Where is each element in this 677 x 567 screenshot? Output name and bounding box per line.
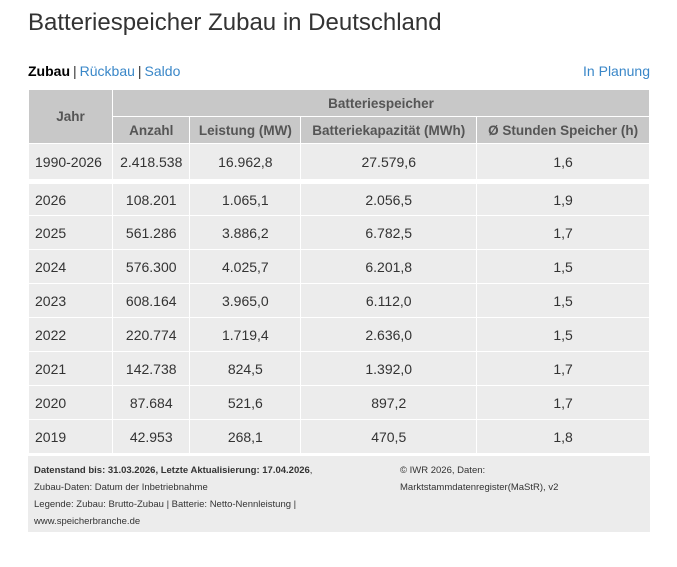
- cell-leistung: 521,6: [189, 385, 302, 420]
- tab-rueckbau[interactable]: Rückbau: [79, 63, 135, 79]
- cell-stunden: 1,9: [476, 181, 650, 216]
- planung-link[interactable]: In Planung: [583, 63, 650, 79]
- view-nav: Zubau | Rückbau | Saldo In Planung: [28, 62, 650, 80]
- table-row: 2022 220.774 1.719,4 2.636,0 1,5: [28, 317, 650, 352]
- cell-leistung: 4.025,7: [189, 249, 302, 284]
- cell-jahr: 1990-2026: [28, 143, 113, 184]
- cell-leistung: 3.886,2: [189, 215, 302, 250]
- cell-kapazitaet: 2.056,5: [300, 181, 478, 216]
- battery-storage-table: Jahr Batteriespeicher Anzahl Leistung (M…: [28, 89, 650, 454]
- header-row-columns: Anzahl Leistung (MW) Batteriekapazität (…: [29, 116, 650, 144]
- cell-anzahl: 108.201: [111, 181, 191, 216]
- table-row: 2021 142.738 824,5 1.392,0 1,7: [28, 351, 650, 386]
- table-row: 2026 108.201 1.065,1 2.056,5 1,9: [28, 181, 650, 216]
- cell-kapazitaet: 27.579,6: [300, 143, 478, 184]
- table-row: 2023 608.164 3.965,0 6.112,0 1,5: [28, 283, 650, 318]
- footer-notes: Datenstand bis: 31.03.2026, Letzte Aktua…: [34, 462, 312, 530]
- cell-stunden: 1,5: [476, 317, 650, 352]
- table-footer: Datenstand bis: 31.03.2026, Letzte Aktua…: [28, 456, 650, 532]
- cell-stunden: 1,7: [476, 385, 650, 420]
- cell-leistung: 268,1: [189, 419, 302, 454]
- column-header-leistung: Leistung (MW): [189, 116, 302, 144]
- cell-kapazitaet: 6.112,0: [300, 283, 478, 318]
- cell-leistung: 16.962,8: [189, 143, 302, 184]
- column-header-anzahl: Anzahl: [111, 116, 191, 144]
- nav-separator: |: [73, 63, 77, 79]
- cell-kapazitaet: 897,2: [300, 385, 478, 420]
- website-note: www.speicherbranche.de: [34, 516, 141, 527]
- zubau-data-note: Zubau-Daten: Datum der Inbetriebnahme: [34, 482, 208, 493]
- cell-stunden: 1,7: [476, 215, 650, 250]
- cell-jahr: 2024: [28, 249, 113, 284]
- data-status: Datenstand bis: 31.03.2026, Letzte Aktua…: [34, 465, 310, 476]
- cell-anzahl: 561.286: [111, 215, 191, 250]
- source-line: Marktstammdatenregister(MaStR), v2: [400, 482, 559, 493]
- cell-leistung: 1.719,4: [189, 317, 302, 352]
- cell-kapazitaet: 6.201,8: [300, 249, 478, 284]
- cell-jahr: 2019: [28, 419, 113, 454]
- table-row-total: 1990-2026 2.418.538 16.962,8 27.579,6 1,…: [28, 143, 650, 184]
- cell-jahr: 2026: [28, 181, 113, 216]
- cell-kapazitaet: 2.636,0: [300, 317, 478, 352]
- cell-anzahl: 576.300: [111, 249, 191, 284]
- cell-kapazitaet: 6.782,5: [300, 215, 478, 250]
- page-title: Batteriespeicher Zubau in Deutschland: [28, 9, 442, 36]
- nav-separator: |: [137, 63, 142, 79]
- cell-jahr: 2022: [28, 317, 113, 352]
- view-tabs: Zubau | Rückbau | Saldo: [28, 62, 180, 80]
- cell-leistung: 1.065,1: [189, 181, 302, 216]
- group-header-batteriespeicher: Batteriespeicher: [112, 89, 650, 117]
- cell-jahr: 2020: [28, 385, 113, 420]
- copyright-notes: © IWR 2026, Daten: Marktstammdatenregist…: [400, 462, 558, 496]
- cell-anzahl: 220.774: [111, 317, 191, 352]
- copyright-line: © IWR 2026, Daten:: [400, 465, 486, 476]
- table-row: 2024 576.300 4.025,7 6.201,8 1,5: [28, 249, 650, 284]
- cell-kapazitaet: 1.392,0: [300, 351, 478, 386]
- table-row: 2020 87.684 521,6 897,2 1,7: [28, 385, 650, 420]
- cell-stunden: 1,8: [476, 419, 650, 454]
- cell-jahr: 2021: [28, 351, 113, 386]
- cell-kapazitaet: 470,5: [300, 419, 478, 454]
- cell-anzahl: 42.953: [111, 419, 191, 454]
- cell-leistung: 3.965,0: [189, 283, 302, 318]
- cell-stunden: 1,7: [476, 351, 650, 386]
- legend-note: Legende: Zubau: Brutto-Zubau | Batterie:…: [34, 499, 297, 510]
- column-header-jahr: Jahr: [28, 89, 113, 144]
- cell-anzahl: 87.684: [111, 385, 191, 420]
- table-row: 2019 42.953 268,1 470,5 1,8: [28, 419, 650, 454]
- cell-anzahl: 2.418.538: [111, 143, 191, 184]
- cell-leistung: 824,5: [189, 351, 302, 386]
- tab-saldo[interactable]: Saldo: [144, 63, 181, 79]
- cell-jahr: 2023: [28, 283, 113, 318]
- cell-stunden: 1,5: [476, 283, 650, 318]
- tab-zubau[interactable]: Zubau: [28, 63, 70, 79]
- column-header-kapazitaet: Batteriekapazität (MWh): [300, 116, 478, 144]
- cell-stunden: 1,5: [476, 249, 650, 284]
- table-row: 2025 561.286 3.886,2 6.782,5 1,7: [28, 215, 650, 250]
- cell-anzahl: 142.738: [111, 351, 191, 386]
- data-status-suffix: ,: [309, 465, 313, 476]
- cell-jahr: 2025: [28, 215, 113, 250]
- header-row-group: Jahr Batteriespeicher: [28, 89, 650, 144]
- cell-stunden: 1,6: [476, 143, 650, 184]
- cell-anzahl: 608.164: [111, 283, 191, 318]
- column-header-stunden: Ø Stunden Speicher (h): [476, 116, 650, 144]
